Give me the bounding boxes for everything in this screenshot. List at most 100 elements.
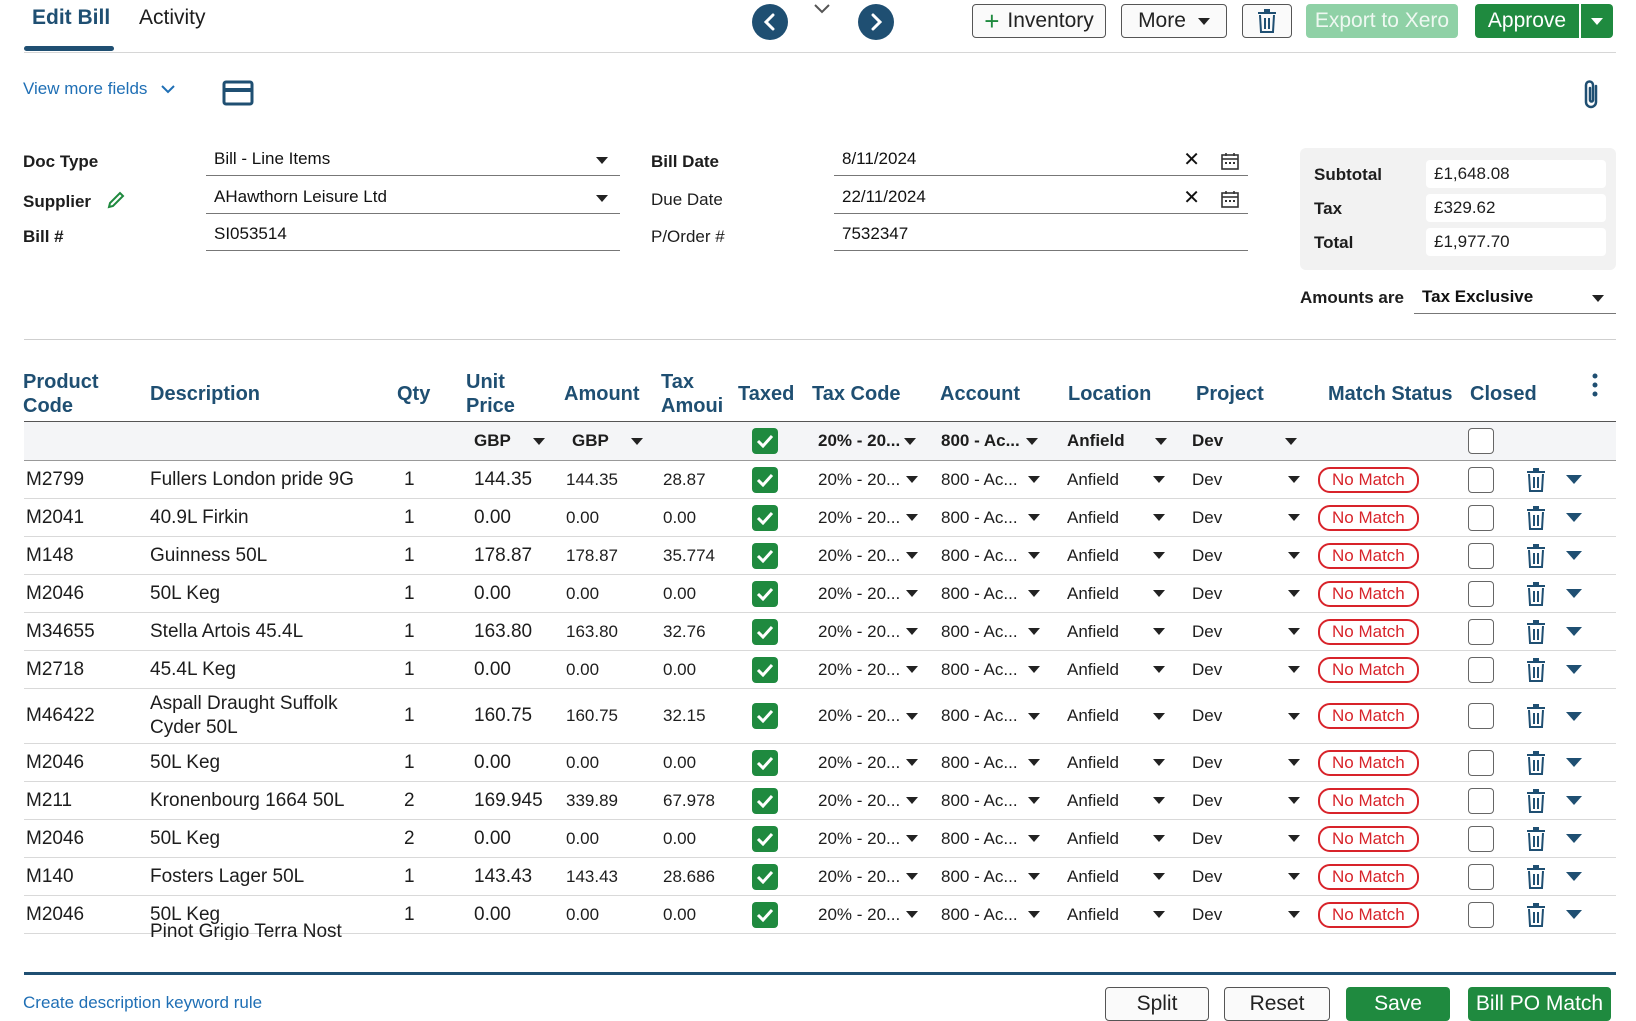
attachments-button[interactable]: [1580, 78, 1604, 115]
row-closed-checkbox[interactable]: [1468, 689, 1494, 743]
row-location-select[interactable]: Anfield: [1067, 896, 1165, 933]
doc-type-select[interactable]: Bill - Line Items: [206, 146, 620, 176]
row-qty[interactable]: 1: [404, 613, 415, 650]
row-expand-button[interactable]: [1566, 461, 1582, 498]
clear-icon[interactable]: ✕: [1183, 187, 1200, 209]
row-product-code[interactable]: M2046: [26, 575, 84, 612]
calendar-icon[interactable]: [1220, 189, 1240, 209]
header-unit-price[interactable]: Unit Price: [466, 370, 515, 418]
row-description-cell[interactable]: Stella Artois 45.4L: [150, 613, 303, 650]
header-location[interactable]: Location: [1068, 383, 1152, 405]
row-account-select[interactable]: 800 - Ac...: [941, 651, 1040, 688]
row-expand-button[interactable]: [1566, 820, 1582, 857]
row-amount[interactable]: 0.00: [566, 744, 599, 781]
row-description-cell[interactable]: 45.4L Keg: [150, 651, 236, 688]
row-project-select[interactable]: Dev: [1192, 499, 1301, 536]
row-account-select[interactable]: 800 - Ac...: [941, 461, 1040, 498]
row-description-cell[interactable]: 50L Keg: [150, 744, 220, 781]
table-row[interactable]: M148 Guinness 50L 1 178.87 178.87 35.774 20% -…: [24, 537, 1616, 575]
row-closed-checkbox[interactable]: [1468, 744, 1494, 781]
row-expand-button[interactable]: [1566, 689, 1582, 743]
row-qty[interactable]: 1: [404, 744, 415, 781]
row-closed-checkbox[interactable]: [1468, 499, 1494, 536]
row-description-cell[interactable]: 50L Keg: [150, 896, 220, 933]
row-expand-button[interactable]: [1566, 499, 1582, 536]
row-delete-button[interactable]: [1526, 613, 1546, 650]
row-tax-code-select[interactable]: 20% - 20...: [818, 537, 919, 574]
row-description-cell[interactable]: 50L Keg: [150, 575, 220, 612]
table-row[interactable]: M2046 50L Keg 1 0.00 0.00 0.00 20% - 20... 800 …: [24, 896, 1616, 934]
row-tax-amount[interactable]: 0.00: [663, 575, 696, 612]
row-closed-checkbox[interactable]: [1468, 820, 1494, 857]
row-account-select[interactable]: 800 - Ac...: [941, 575, 1040, 612]
row-taxed-checkbox[interactable]: [752, 651, 778, 688]
row-unit-price[interactable]: 163.80: [474, 613, 532, 650]
row-account-select[interactable]: 800 - Ac...: [941, 689, 1040, 743]
row-qty[interactable]: 2: [404, 782, 415, 819]
tab-activity[interactable]: Activity: [139, 6, 206, 29]
header-match-status[interactable]: Match Status: [1328, 383, 1453, 405]
row-project-select[interactable]: Dev: [1192, 782, 1301, 819]
row-expand-button[interactable]: [1566, 896, 1582, 933]
row-description-cell[interactable]: Kronenbourg 1664 50L: [150, 782, 344, 819]
row-taxed-checkbox[interactable]: [752, 689, 778, 743]
table-row[interactable]: M211 Kronenbourg 1664 50L 2 169.945 339.89 67…: [24, 782, 1616, 820]
closed-all-checkbox[interactable]: [1468, 422, 1494, 460]
row-expand-button[interactable]: [1566, 744, 1582, 781]
table-row[interactable]: M2041 40.9L Firkin 1 0.00 0.00 0.00 20% - 20..…: [24, 499, 1616, 537]
row-account-select[interactable]: 800 - Ac...: [941, 499, 1040, 536]
row-tax-amount[interactable]: 35.774: [663, 537, 715, 574]
taxed-all-checkbox[interactable]: [752, 422, 778, 460]
approve-button[interactable]: Approve: [1475, 4, 1579, 38]
row-closed-checkbox[interactable]: [1468, 651, 1494, 688]
header-amount[interactable]: Amount: [564, 383, 640, 405]
row-taxed-checkbox[interactable]: [752, 858, 778, 895]
row-amount[interactable]: 178.87: [566, 537, 618, 574]
row-delete-button[interactable]: [1526, 461, 1546, 498]
row-tax-amount[interactable]: 32.76: [663, 613, 706, 650]
approve-options-button[interactable]: [1581, 4, 1613, 38]
row-qty[interactable]: 1: [404, 651, 415, 688]
payment-card-button[interactable]: [222, 80, 254, 111]
row-tax-code-select[interactable]: 20% - 20...: [818, 499, 919, 536]
row-qty[interactable]: 1: [404, 461, 415, 498]
row-amount[interactable]: 163.80: [566, 613, 618, 650]
location-filter-select[interactable]: Anfield: [1067, 422, 1177, 460]
row-taxed-checkbox[interactable]: [752, 782, 778, 819]
row-taxed-checkbox[interactable]: [752, 820, 778, 857]
table-row-partial[interactable]: Pinot Grigio Terra Nost: [24, 918, 1616, 940]
row-project-select[interactable]: Dev: [1192, 461, 1301, 498]
row-tax-code-select[interactable]: 20% - 20...: [818, 820, 919, 857]
row-description-cell[interactable]: Guinness 50L: [150, 537, 267, 574]
row-location-select[interactable]: Anfield: [1067, 651, 1165, 688]
row-tax-code-select[interactable]: 20% - 20...: [818, 782, 919, 819]
row-tax-amount[interactable]: 0.00: [663, 651, 696, 688]
supplier-select[interactable]: AHawthorn Leisure Ltd: [206, 184, 620, 214]
row-taxed-checkbox[interactable]: [752, 575, 778, 612]
table-row[interactable]: M2046 50L Keg 1 0.00 0.00 0.00 20% - 20... 800 …: [24, 575, 1616, 613]
row-unit-price[interactable]: 0.00: [474, 744, 511, 781]
row-location-select[interactable]: Anfield: [1067, 499, 1165, 536]
reset-button[interactable]: Reset: [1224, 987, 1330, 1021]
row-tax-code-select[interactable]: 20% - 20...: [818, 575, 919, 612]
row-tax-code-select[interactable]: 20% - 20...: [818, 613, 919, 650]
row-qty[interactable]: 2: [404, 820, 415, 857]
row-delete-button[interactable]: [1526, 651, 1546, 688]
row-account-select[interactable]: 800 - Ac...: [941, 782, 1040, 819]
row-unit-price[interactable]: 169.945: [474, 782, 543, 819]
table-row[interactable]: M2046 50L Keg 1 0.00 0.00 0.00 20% - 20... 800 …: [24, 744, 1616, 782]
table-row[interactable]: M140 Fosters Lager 50L 1 143.43 143.43 28.686…: [24, 858, 1616, 896]
next-bill-button[interactable]: [858, 4, 894, 40]
header-closed[interactable]: Closed: [1470, 383, 1537, 405]
pencil-icon[interactable]: [106, 190, 126, 210]
bill-number-input[interactable]: SI053514: [206, 221, 620, 251]
row-unit-price[interactable]: 144.35: [474, 461, 532, 498]
row-amount[interactable]: 339.89: [566, 782, 618, 819]
header-qty[interactable]: Qty: [397, 383, 431, 405]
row-project-select[interactable]: Dev: [1192, 689, 1301, 743]
delete-bill-button[interactable]: [1242, 4, 1292, 38]
row-product-code[interactable]: M2041: [26, 499, 84, 536]
row-location-select[interactable]: Anfield: [1067, 820, 1165, 857]
row-product-code[interactable]: M148: [26, 537, 74, 574]
header-product-code[interactable]: Product Code: [23, 370, 99, 418]
